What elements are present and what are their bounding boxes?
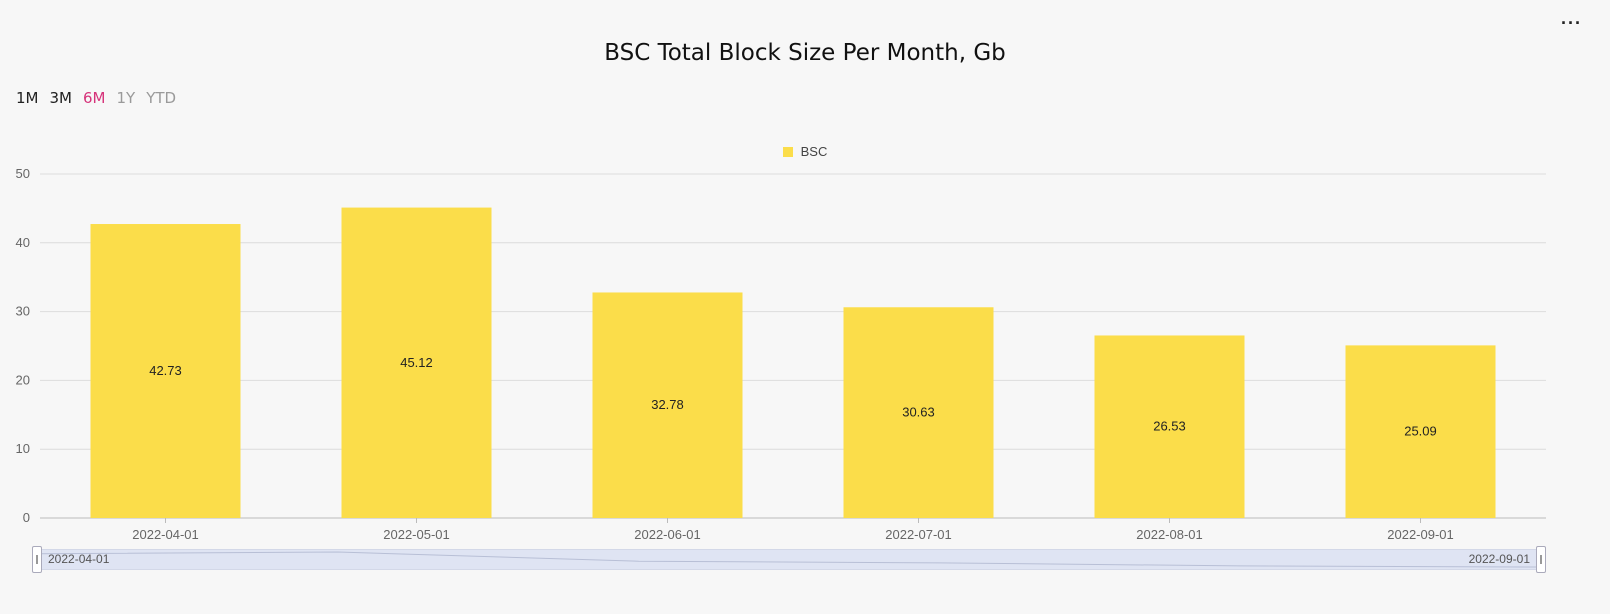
bar-value-label: 42.73 xyxy=(149,363,182,378)
bar-value-label: 45.12 xyxy=(400,355,433,370)
bar-value-label: 30.63 xyxy=(902,405,935,420)
bar-chart: 0 10 20 30 40 50 42.73 2022-04-01 45.12 2022-05-0… xyxy=(16,166,1546,542)
zoom-preview-line xyxy=(37,551,1541,568)
zoom-track[interactable] xyxy=(36,549,1542,570)
bar-value-label: 25.09 xyxy=(1404,424,1437,439)
bar[interactable] xyxy=(843,307,994,518)
y-tick-label: 50 xyxy=(16,166,30,181)
bar[interactable] xyxy=(1094,335,1245,518)
bar-value-label: 26.53 xyxy=(1153,419,1186,434)
zoom-start-handle[interactable] xyxy=(32,546,42,573)
bar[interactable] xyxy=(1345,345,1496,518)
y-tick-label: 0 xyxy=(23,510,30,525)
y-tick-label: 30 xyxy=(16,304,30,319)
legend-label-bsc[interactable]: BSC xyxy=(800,144,828,159)
range-ytd-button[interactable]: YTD xyxy=(146,89,177,107)
zoom-slider[interactable]: 2022-04-01 2022-09-01 xyxy=(32,546,1546,573)
y-tick-label: 10 xyxy=(16,441,30,456)
x-tick-label: 2022-08-01 xyxy=(1136,527,1203,542)
x-tick-label: 2022-05-01 xyxy=(383,527,450,542)
y-tick-label: 20 xyxy=(16,372,30,387)
chart-title: BSC Total Block Size Per Month, Gb xyxy=(604,40,1006,66)
range-3m-button[interactable]: 3M xyxy=(49,89,73,107)
range-6m-button[interactable]: 6M xyxy=(83,89,106,107)
bar[interactable] xyxy=(90,224,241,519)
x-tick-label: 2022-07-01 xyxy=(885,527,952,542)
zoom-end-handle[interactable] xyxy=(1536,546,1546,573)
y-tick-label: 40 xyxy=(16,235,30,250)
x-tick-label: 2022-09-01 xyxy=(1387,527,1454,542)
x-tick-label: 2022-06-01 xyxy=(634,527,701,542)
x-tick-label: 2022-04-01 xyxy=(132,527,199,542)
legend-swatch-bsc[interactable] xyxy=(782,146,793,157)
range-selector: 1M 3M 6M 1Y YTD xyxy=(16,89,176,107)
legend: BSC xyxy=(0,144,1610,159)
range-1m-button[interactable]: 1M xyxy=(16,89,39,107)
more-options-icon[interactable]: ··· xyxy=(1561,13,1582,33)
bar-value-label: 32.78 xyxy=(651,397,684,412)
zoom-end-label: 2022-09-01 xyxy=(1468,552,1530,566)
zoom-start-label: 2022-04-01 xyxy=(48,552,110,566)
bar[interactable] xyxy=(592,292,743,518)
range-1y-button[interactable]: 1Y xyxy=(116,89,136,107)
bar[interactable] xyxy=(341,207,492,518)
